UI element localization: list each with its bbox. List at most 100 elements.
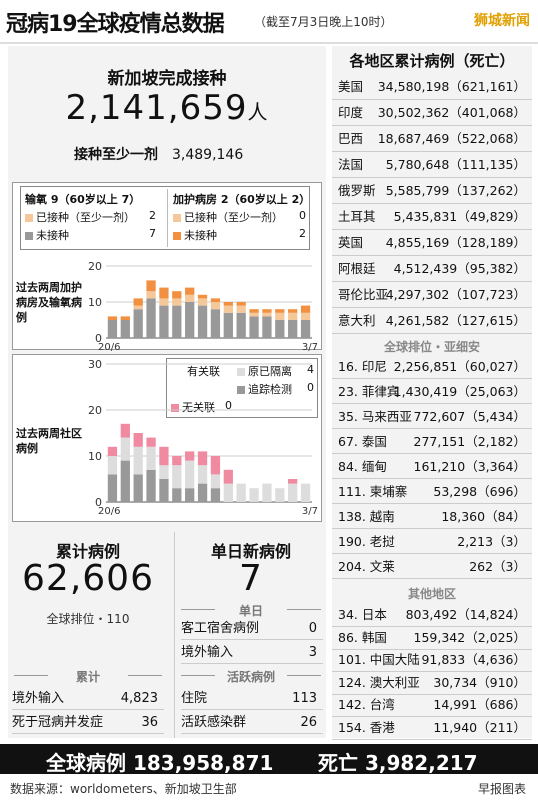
top-country-row: 法国 5,780,648（111,135）: [332, 152, 532, 178]
page-title: 冠病19全球疫情总数据: [6, 12, 225, 37]
asean-country-row: 204. 文莱 262（3）: [332, 554, 532, 579]
hospital-label: 住院: [181, 691, 208, 706]
vaccination-total-value: 2,141,659: [65, 88, 248, 128]
top-country-cases: 5,585,799（137,262）: [385, 183, 526, 198]
daily-imported-row: 境外输入 3: [181, 642, 323, 664]
bar-segment: [300, 312, 311, 320]
left-panel: 新加坡完成接种 2,141,659人 接种至少一剂 3,489,146 输氧 9（…: [8, 46, 326, 738]
daily-imported-label: 境外输入: [181, 645, 234, 660]
top-country-cases: 5,435,831（49,829）: [393, 209, 526, 224]
other-country-cases: 11,940（211）: [433, 719, 526, 735]
bar-segment: [249, 309, 259, 313]
bar-segment: [133, 298, 143, 306]
bar-segment: [197, 298, 208, 306]
bar-segment: [133, 446, 143, 475]
dorm-label: 客工宿舍病例: [181, 621, 260, 636]
community-chart-label: 过去两周社区病例: [16, 427, 82, 455]
top-country-name: 法国: [338, 157, 364, 172]
cumulative-title: 累计病例: [55, 542, 120, 561]
bar-segment: [262, 309, 272, 313]
bar-segment: [236, 302, 246, 306]
unlinked-value: 0: [225, 399, 232, 412]
asean-country-row: 84. 缅甸 161,210（3,364）: [332, 454, 532, 479]
bar-segment: [107, 320, 118, 338]
quarantined-row: 原已隔离: [237, 363, 292, 379]
hospital-chart-label: 过去两周加护病房及输氧病例: [16, 281, 82, 324]
one-dose-line: 接种至少一剂 3,489,146: [74, 144, 243, 164]
other-country-row: 86. 韩国 159,342（2,025）: [332, 625, 532, 650]
one-dose-label: 接种至少一剂: [74, 147, 158, 163]
y-tick-label: 10: [88, 296, 102, 309]
global-totals-bar: 全球病例 183,958,871 死亡 3,982,217: [0, 744, 538, 775]
daily-section: 单日新病例 7 单日 客工宿舍病例 0 境外输入 3 活跃病例 住院 113 活跃感染…: [174, 532, 326, 738]
bar-segment: [223, 483, 233, 502]
bar-segment: [300, 320, 311, 338]
header: 冠病19全球疫情总数据 （截至7月3日晚上10时） 狮城新闻: [0, 0, 538, 44]
asean-country-row: 67. 泰国 277,151（2,182）: [332, 429, 532, 454]
brand-logo: 狮城新闻: [474, 13, 530, 29]
icu-vaccinated-value: 0: [299, 209, 306, 222]
other-country-name: 86. 韩国: [338, 629, 387, 645]
surveillance-row: 追踪检测: [237, 381, 292, 397]
bar-segment: [120, 437, 130, 461]
top-country-row: 巴西 18,687,469（522,068）: [332, 126, 532, 152]
other-country-cases: 14,991（686）: [433, 697, 526, 712]
bar-segment: [210, 474, 221, 489]
top-country-cases: 34,580,198（621,161）: [377, 79, 526, 94]
bar-segment: [275, 320, 285, 338]
cumulative-section-label: 累计: [8, 668, 168, 685]
top-country-name: 哥伦比亚: [338, 287, 389, 302]
asean-country-name: 204. 文莱: [338, 559, 395, 574]
community-chart: 0 10 20 30 20/6 3/7: [88, 358, 318, 517]
bar-segment: [107, 456, 118, 475]
bar-segment: [185, 488, 195, 502]
bar-segment: [249, 488, 259, 502]
other-country-row: 154. 香港 11,940（211）: [332, 715, 532, 740]
asean-country-name: 35. 马来西亚: [338, 409, 412, 424]
bar-segment: [300, 483, 311, 502]
asean-country-name: 67. 泰国: [338, 434, 387, 449]
community-legend: 有关联 原已隔离 4 追踪检测 0 无关联 0: [166, 358, 318, 418]
top-country-row: 印度 30,502,362（401,068）: [332, 100, 532, 126]
global-deaths: 死亡 3,982,217: [318, 751, 478, 775]
bar-segment: [249, 312, 259, 317]
top-country-name: 土耳其: [338, 209, 376, 224]
bar-segment: [236, 483, 246, 502]
asean-country-name: 138. 越南: [338, 509, 395, 524]
asean-country-row: 23. 菲律宾 1,430,419（25,063）: [332, 379, 532, 404]
top-country-cases: 4,855,169（128,189）: [385, 235, 526, 250]
bar-segment: [275, 312, 285, 320]
bar-segment: [197, 451, 208, 466]
asean-country-name: 23. 菲律宾: [338, 384, 400, 399]
cumulative-imported-value: 4,823: [120, 691, 158, 706]
bar-segment: [172, 305, 182, 338]
top-country-row: 意大利 4,261,582（127,615）: [332, 308, 532, 334]
bar-segment: [159, 305, 169, 338]
icu-vaccinated-row: 已接种（至少一剂）: [173, 209, 283, 225]
bar-segment: [172, 291, 182, 299]
bar-segment: [159, 298, 169, 306]
bar-segment: [133, 433, 143, 447]
bar-segment: [223, 302, 233, 306]
other-country-row: 34. 日本 803,492（14,824）: [332, 602, 532, 627]
bar-segment: [107, 316, 118, 320]
vaccination-unit: 人: [247, 100, 269, 124]
surveillance-swatch-icon: [237, 386, 245, 394]
legend-divider: [167, 189, 168, 247]
vaccinated-swatch-icon: [173, 214, 181, 222]
bar-segment: [185, 294, 195, 302]
top-country-name: 俄罗斯: [338, 183, 376, 198]
y-tick-label: 20: [88, 404, 102, 417]
cumulative-deaths-value: 36: [141, 715, 158, 730]
oxygen-vaccinated-row: 已接种（至少一剂）: [25, 209, 135, 225]
bar-segment: [172, 298, 182, 306]
top-country-row: 哥伦比亚 4,297,302（107,723）: [332, 282, 532, 308]
dorm-row: 客工宿舍病例 0: [181, 618, 323, 640]
top-country-cases: 4,512,439（95,382）: [393, 261, 526, 276]
top-country-name: 阿根廷: [338, 261, 376, 276]
credit-note: 早报图表: [477, 782, 526, 796]
surveillance-value: 0: [307, 381, 314, 394]
bar-segment: [210, 488, 221, 502]
asean-country-name: 84. 缅甸: [338, 459, 387, 474]
other-country-cases: 91,833（4,636）: [421, 652, 526, 667]
